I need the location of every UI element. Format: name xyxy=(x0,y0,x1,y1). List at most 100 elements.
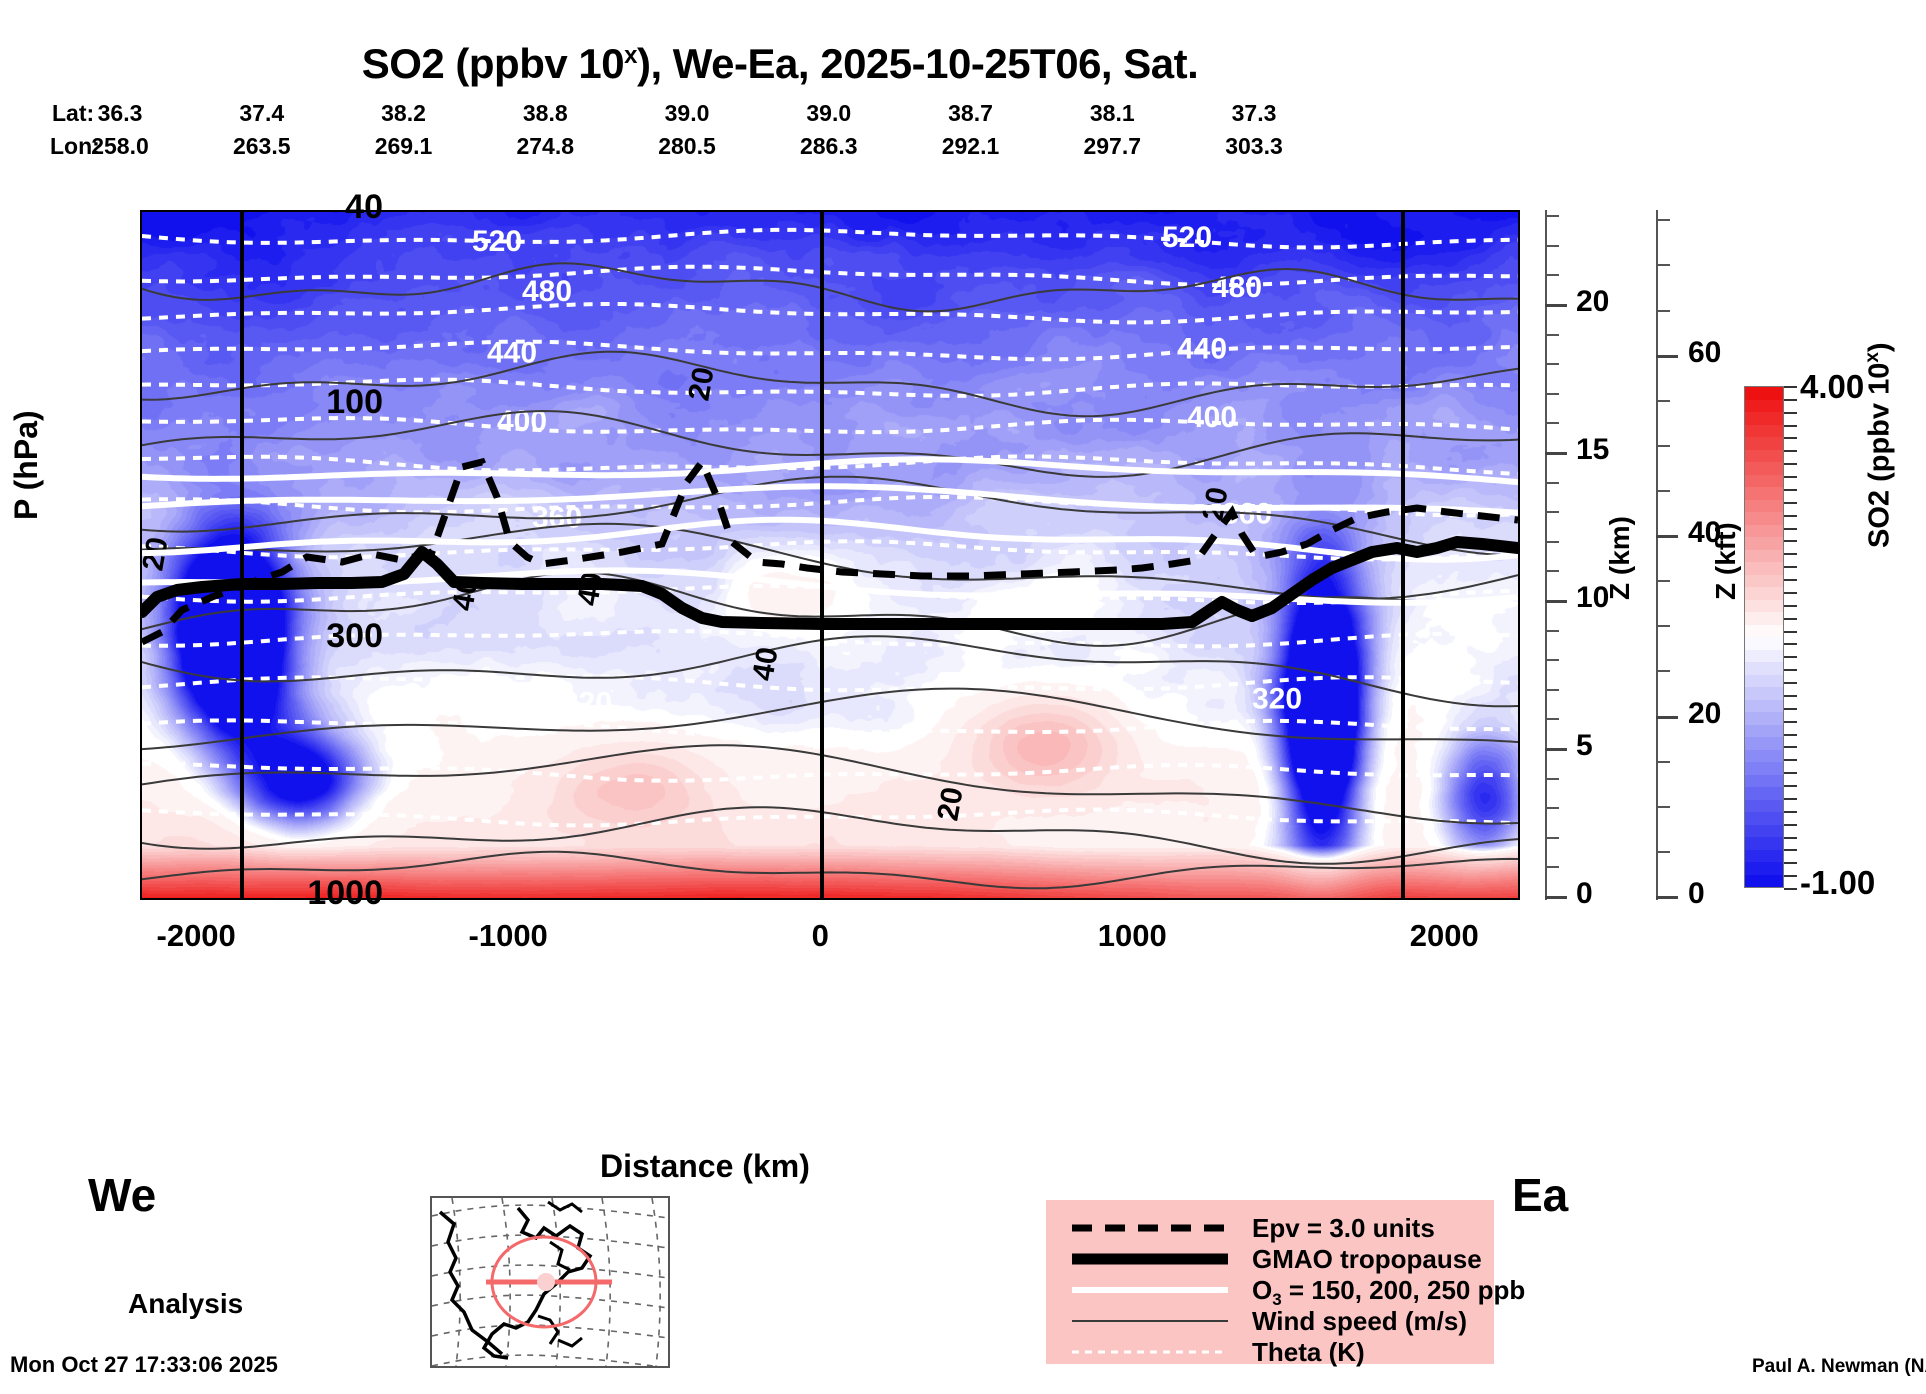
west-endpoint-label: We xyxy=(88,1169,157,1221)
altitude-kft-tick xyxy=(1656,354,1678,358)
distance-top-tick xyxy=(1384,210,1386,212)
theta-contour-label: 320 xyxy=(562,686,612,719)
lat-value: 38.7 xyxy=(948,100,993,126)
wind-speed-contour xyxy=(142,350,1518,418)
pressure-minor-tick xyxy=(140,298,142,300)
distance-minor-tick xyxy=(760,898,762,900)
theta-contour-label: 520 xyxy=(472,225,522,258)
altitude-km-tick xyxy=(1545,570,1559,573)
theta-contour xyxy=(142,761,1518,783)
lat-value: 37.3 xyxy=(1231,100,1277,126)
distance-tick-label: 0 xyxy=(811,918,829,953)
lon-value: 274.8 xyxy=(516,133,575,159)
altitude-km-tick xyxy=(1545,659,1559,662)
altitude-kft-tick xyxy=(1656,715,1678,719)
title-prefix: SO2 (ppbv 10 xyxy=(361,40,625,87)
graticule-line xyxy=(651,1198,661,1366)
altitude-km-tick xyxy=(1545,866,1559,869)
legend-label: Epv = 3.0 units xyxy=(1252,1213,1435,1243)
legend-line-sample xyxy=(1070,1274,1230,1306)
colorbar[interactable] xyxy=(1744,386,1784,888)
title-superscript: x xyxy=(624,42,637,69)
distance-major-tick xyxy=(1134,898,1137,900)
altitude-kft-tick xyxy=(1656,219,1670,222)
altitude-km-tick xyxy=(1545,540,1559,543)
colorbar-tick xyxy=(1784,463,1797,466)
colorbar-tick xyxy=(1784,527,1797,530)
legend-line-sample xyxy=(1070,1305,1230,1337)
pressure-major-tick xyxy=(140,406,142,409)
distance-minor-tick xyxy=(1259,898,1261,900)
altitude-kft-tick xyxy=(1656,444,1670,447)
distance-tick-label: -1000 xyxy=(468,918,548,953)
locator-map[interactable] xyxy=(430,1196,670,1368)
wind-speed-contour xyxy=(142,475,1518,557)
distance-top-tick xyxy=(1072,210,1074,212)
wind-speed-contour xyxy=(142,806,1518,865)
altitude-km-tick xyxy=(1545,333,1559,336)
title-suffix: ), We-Ea, 2025-10-25T06, Sat. xyxy=(636,40,1199,87)
colorbar-tick xyxy=(1784,553,1797,556)
lon-value: 258.0 xyxy=(91,133,149,159)
analysis-label: Analysis xyxy=(128,1288,244,1319)
altitude-kft-tick-label: 0 xyxy=(1688,877,1705,910)
distance-minor-tick xyxy=(1197,898,1199,900)
altitude-km-tick xyxy=(1545,718,1559,721)
lon-value: 286.3 xyxy=(799,133,858,159)
colorbar-title: SO2 (ppbv 10x) xyxy=(1862,342,1897,548)
theta-contour-label: 520 xyxy=(1162,221,1212,254)
legend-row: GMAO tropopause xyxy=(1070,1243,1490,1275)
altitude-kft-tick xyxy=(1656,850,1670,853)
pressure-minor-tick xyxy=(140,876,142,878)
altitude-km-tick xyxy=(1545,629,1559,632)
pressure-tick-label: 1000 xyxy=(307,874,383,912)
colorbar-tick xyxy=(1784,797,1797,800)
theta-contour xyxy=(142,539,1518,562)
altitude-kft-tick xyxy=(1656,625,1670,628)
colorbar-tick xyxy=(1784,514,1797,517)
theta-contour xyxy=(142,416,1518,435)
coastline xyxy=(481,1206,593,1360)
colorbar-min-label: -1.00 xyxy=(1800,864,1876,901)
altitude-km-tick xyxy=(1545,836,1559,839)
altitude-km-tick xyxy=(1545,777,1559,780)
altitude-km-tick xyxy=(1545,748,1567,751)
altitude-km-tick xyxy=(1545,304,1567,307)
colorbar-tick xyxy=(1784,836,1797,839)
pressure-major-tick xyxy=(140,640,142,643)
lon-value: 263.5 xyxy=(232,133,291,159)
colorbar-tick xyxy=(1784,579,1797,582)
lon-value: 280.5 xyxy=(658,133,716,159)
altitude-km-tick xyxy=(1545,600,1567,603)
legend-line-sample xyxy=(1070,1243,1230,1275)
altitude-km-tick-label: 5 xyxy=(1576,729,1593,762)
distance-tick-label: 2000 xyxy=(1409,918,1479,953)
pressure-minor-tick xyxy=(140,360,142,362)
distance-tick-label: -2000 xyxy=(156,918,236,953)
legend-line-sample xyxy=(1070,1212,1230,1244)
altitude-km-axis-title: Z (km) xyxy=(1604,516,1635,600)
colorbar-tick xyxy=(1784,759,1797,762)
graticule-line xyxy=(432,1204,668,1219)
theta-contour-label: 320 xyxy=(1252,682,1302,715)
epv-contour xyxy=(142,455,1518,646)
lon-label: Lon: xyxy=(50,133,100,159)
altitude-km-tick xyxy=(1545,896,1567,899)
colorbar-tick xyxy=(1784,785,1797,788)
colorbar-tick xyxy=(1784,476,1797,479)
distance-top-tick xyxy=(385,210,387,212)
distance-major-tick xyxy=(510,898,513,900)
pressure-major-tick xyxy=(140,211,142,214)
theta-contour xyxy=(142,264,1518,288)
distance-top-tick xyxy=(947,210,949,212)
distance-minor-tick xyxy=(697,898,699,900)
colorbar-tick xyxy=(1784,591,1797,594)
lat-value: 38.2 xyxy=(381,100,426,126)
distance-top-tick xyxy=(573,210,575,212)
distance-minor-tick xyxy=(1509,898,1511,900)
cross-section-plot[interactable]: 520 520 480 480 440 440 400 400 360 360 320 320 20 20… xyxy=(140,210,1520,900)
altitude-km-tick xyxy=(1545,481,1559,484)
altitude-km-tick-label: 0 xyxy=(1576,877,1593,910)
altitude-km-tick xyxy=(1545,215,1559,218)
